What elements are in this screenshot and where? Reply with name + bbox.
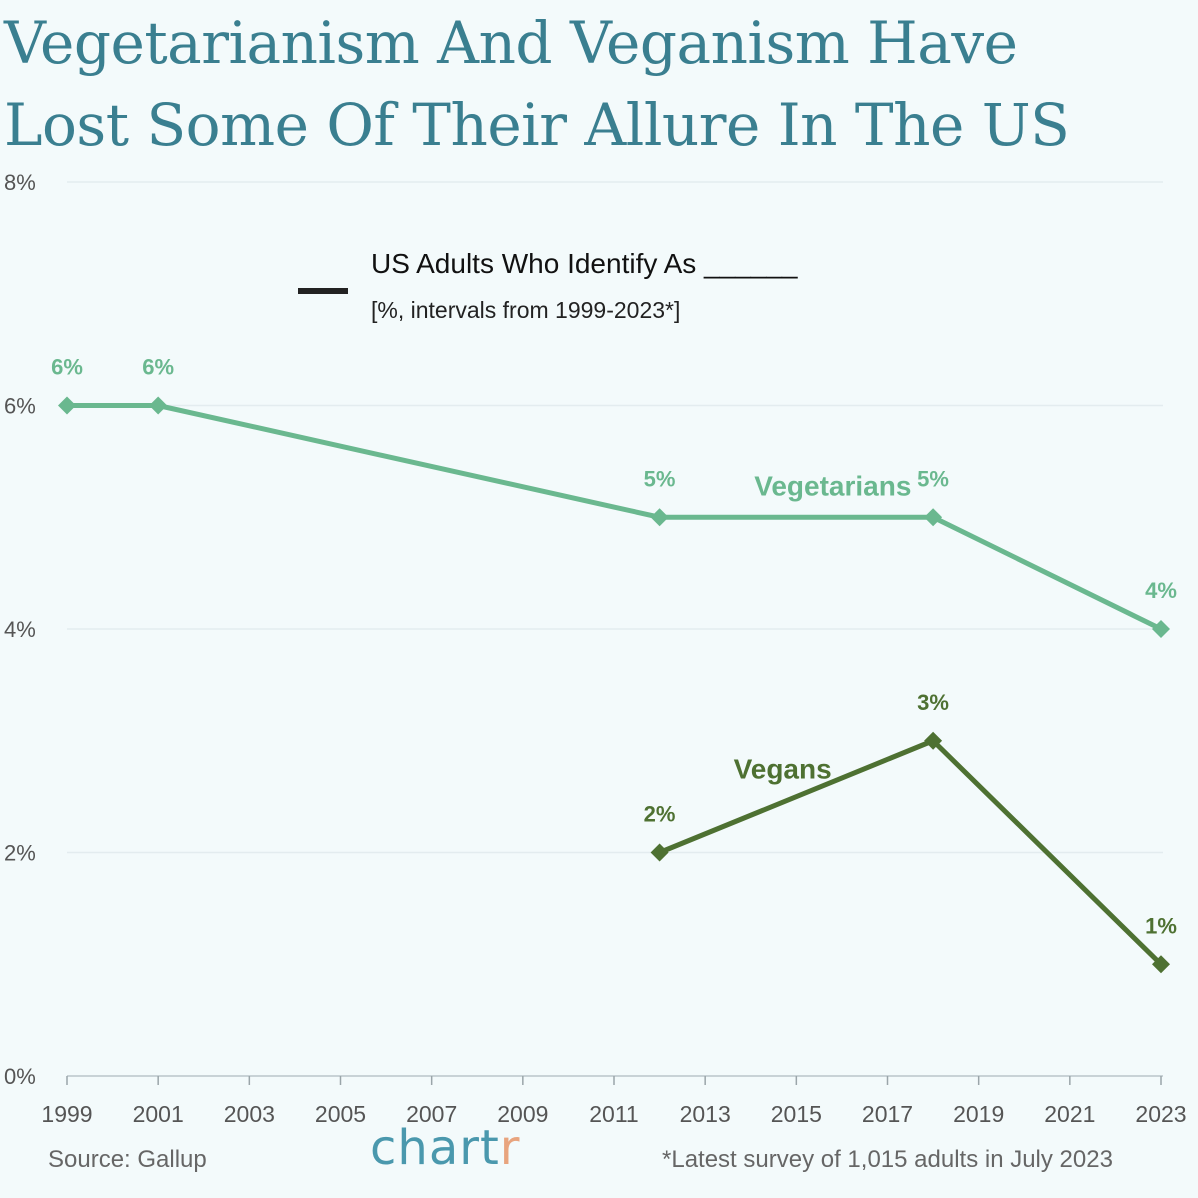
legend: US Adults Who Identify As ______ [%, int… <box>298 248 798 323</box>
vegetarians-point <box>924 508 943 527</box>
x-axis: 1999 2001 2003 2005 2007 2009 2011 2013 2015 2017… <box>41 1075 1187 1127</box>
vegans-data-label: 3% <box>917 690 949 715</box>
x-tick-label: 2019 <box>953 1101 1004 1127</box>
x-tick-label: 2011 <box>589 1101 638 1127</box>
x-tick-label: 2009 <box>497 1101 548 1127</box>
source-note: Source: Gallup <box>48 1146 207 1173</box>
x-tick-label: 2003 <box>224 1101 275 1127</box>
series-label-vegans: Vegans <box>734 754 832 785</box>
x-tick-label: 2001 <box>133 1101 184 1127</box>
logo-text: chart <box>370 1120 500 1176</box>
vegetarians-data-label: 6% <box>51 355 83 380</box>
y-axis: 0% 2% 4% 6% 8% <box>4 170 36 1089</box>
series-layer: 6% 6% 5% 5% 4% 2% 3% 1% Vegetarians Vegans <box>51 355 1177 974</box>
y-tick-label: 0% <box>4 1064 36 1089</box>
vegetarians-data-label: 4% <box>1145 578 1177 603</box>
chart-title: Vegetarianism And Veganism Have Lost Som… <box>4 2 1198 166</box>
x-tick-label: 2007 <box>406 1101 457 1127</box>
y-tick-label: 2% <box>4 841 36 866</box>
title-line-1: Vegetarianism And Veganism Have <box>4 9 1018 77</box>
x-tick-label: 2013 <box>680 1101 731 1127</box>
x-tick-label: 2005 <box>315 1101 366 1127</box>
vegetarians-data-label: 6% <box>142 355 174 380</box>
vegetarians-data-label: 5% <box>644 466 676 491</box>
vegetarians-point <box>1152 620 1170 638</box>
gridlines <box>67 181 1163 854</box>
legend-subtitle: [%, intervals from 1999-2023*] <box>371 297 680 323</box>
vegetarians-data-label: 5% <box>917 466 949 491</box>
y-tick-label: 4% <box>4 617 36 642</box>
vegetarians-point <box>650 508 669 527</box>
x-tick-label: 2021 <box>1044 1101 1095 1127</box>
x-tick-label: 2015 <box>771 1101 822 1127</box>
vegans-data-label: 1% <box>1145 913 1177 938</box>
vegetarians-point <box>149 396 168 415</box>
vegetarians-point <box>58 396 76 415</box>
legend-title: US Adults Who Identify As ______ <box>371 248 798 279</box>
vegans-point <box>1152 955 1170 974</box>
logo-accent: r <box>499 1120 521 1176</box>
y-tick-label: 6% <box>4 394 36 419</box>
vegans-point <box>650 843 669 862</box>
chartr-logo: chartr <box>370 1120 521 1176</box>
x-tick-label: 1999 <box>41 1101 92 1127</box>
title-line-2: Lost Some Of Their Allure In The US <box>4 91 1070 159</box>
x-tick-label: 2023 <box>1135 1101 1186 1127</box>
x-tick-label: 2017 <box>862 1101 913 1127</box>
y-tick-label: 8% <box>4 170 36 195</box>
vegetarians-line <box>67 403 1163 632</box>
survey-footnote: *Latest survey of 1,015 adults in July 2… <box>662 1146 1113 1173</box>
vegans-data-label: 2% <box>644 802 676 827</box>
series-label-vegetarians: Vegetarians <box>754 470 911 501</box>
vegans-point <box>924 731 943 750</box>
